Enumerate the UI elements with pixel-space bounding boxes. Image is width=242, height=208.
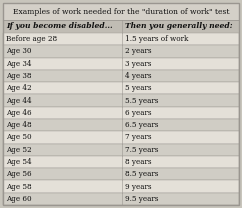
Text: Age 60: Age 60 (6, 195, 32, 203)
Text: 2 years: 2 years (125, 47, 152, 55)
Text: 9 years: 9 years (125, 183, 152, 191)
Text: Age 44: Age 44 (6, 97, 32, 105)
Text: 4 years: 4 years (125, 72, 152, 80)
Text: Age 38: Age 38 (6, 72, 31, 80)
Text: 8.5 years: 8.5 years (125, 170, 159, 178)
Text: Age 50: Age 50 (6, 133, 32, 141)
Bar (3, 94, 239, 107)
Text: Age 56: Age 56 (6, 170, 32, 178)
Text: Examples of work needed for the "duration of work" test: Examples of work needed for the "duratio… (13, 7, 229, 16)
Text: Age 46: Age 46 (6, 109, 32, 117)
Bar (3, 107, 239, 119)
Text: 3 years: 3 years (125, 60, 151, 68)
Text: Before age 28: Before age 28 (6, 35, 57, 43)
Bar (3, 168, 239, 180)
Text: Age 42: Age 42 (6, 84, 32, 92)
Text: 8 years: 8 years (125, 158, 152, 166)
Text: Age 34: Age 34 (6, 60, 31, 68)
Text: 7.5 years: 7.5 years (125, 146, 159, 154)
Bar (3, 131, 239, 144)
Text: 6.5 years: 6.5 years (125, 121, 159, 129)
Text: 6 years: 6 years (125, 109, 152, 117)
Bar (3, 193, 239, 205)
Text: 9.5 years: 9.5 years (125, 195, 159, 203)
Text: 7 years: 7 years (125, 133, 152, 141)
Text: Then you generally need:: Then you generally need: (125, 22, 233, 31)
Text: 5 years: 5 years (125, 84, 152, 92)
Bar (3, 156, 239, 168)
Bar (3, 20, 239, 33)
Text: Age 52: Age 52 (6, 146, 32, 154)
Text: Age 30: Age 30 (6, 47, 31, 55)
Text: Age 58: Age 58 (6, 183, 32, 191)
Bar (3, 45, 239, 58)
Bar (3, 144, 239, 156)
Bar (3, 3, 239, 20)
Bar (3, 180, 239, 193)
Bar (3, 70, 239, 82)
Text: Age 54: Age 54 (6, 158, 32, 166)
Text: Age 48: Age 48 (6, 121, 32, 129)
Bar (3, 82, 239, 94)
Text: If you become disabled...: If you become disabled... (6, 22, 113, 31)
Bar (3, 33, 239, 45)
Text: 5.5 years: 5.5 years (125, 97, 159, 105)
Bar (3, 119, 239, 131)
Bar (3, 58, 239, 70)
Text: 1.5 years of work: 1.5 years of work (125, 35, 189, 43)
